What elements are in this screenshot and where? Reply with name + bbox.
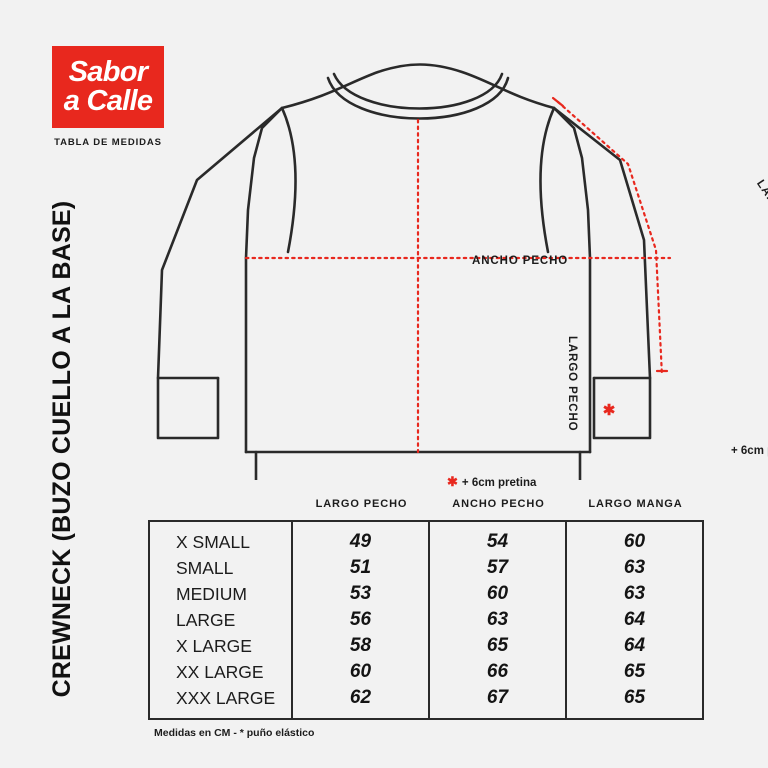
note-waistband-text: + 6cm pretina: [461, 477, 537, 489]
table-row: XX LARGE: [176, 662, 264, 682]
cuff-asterisk-icon: ✱: [603, 402, 616, 419]
table-cell: 62: [349, 687, 372, 708]
sleeve-length-line: [556, 100, 664, 378]
sleeve-line-start-tick: [551, 96, 565, 108]
table-row: X SMALL: [176, 532, 250, 552]
table-footnote: Medidas en CM - * puño elástico: [154, 727, 315, 739]
left-armhole: [280, 106, 297, 254]
right-cuff: [592, 376, 652, 440]
table-header-row: LARGO PECHO ANCHO PECHO LARGO MANGA: [148, 498, 704, 520]
table-header-largo-manga: LARGO MANGA: [588, 498, 683, 510]
table-header-ancho-pecho: ANCHO PECHO: [452, 498, 545, 510]
table-cell: 56: [349, 609, 372, 630]
garment-illustration: ✱: [156, 63, 672, 480]
left-sleeve-outline: [156, 106, 284, 380]
table-cell: 60: [623, 531, 646, 552]
left-shoulder-seam: [244, 106, 284, 260]
note-waistband: ✱ + 6cm pretina: [447, 474, 536, 490]
table-cell: 65: [623, 661, 646, 682]
table-cell: 49: [349, 531, 372, 552]
table-column-largo-pecho: 49 51 53 56 58 60 62: [293, 522, 430, 718]
right-shoulder-seam: [552, 106, 592, 260]
table-cell: 63: [623, 583, 646, 604]
collar-outer-arc: [326, 76, 510, 120]
table-cell: 51: [349, 557, 372, 578]
table-cell: 58: [349, 635, 372, 656]
table-cell: 63: [486, 609, 509, 630]
table-cell: 65: [623, 687, 646, 708]
label-body-length: LARGO PECHO: [566, 336, 578, 432]
waistband-box: [254, 450, 582, 480]
measurement-table: LARGO PECHO ANCHO PECHO LARGO MANGA X SM…: [148, 498, 704, 739]
label-chest-width: ANCHO PECHO: [472, 255, 569, 267]
table-column-ancho-pecho: 54 57 60 63 65 66 67: [430, 522, 567, 718]
brand-wordmark-line-1: Sabor: [68, 55, 148, 88]
table-row: XXX LARGE: [176, 688, 276, 708]
table-cell: 54: [486, 531, 509, 552]
table-row: SMALL: [176, 558, 234, 578]
table-cell: 60: [486, 583, 509, 604]
table-row: LARGE: [176, 610, 236, 630]
brand-subtitle: TABLA DE MEDIDAS: [54, 137, 162, 148]
table-column-largo-manga: 60 63 63 64 64 65 65: [567, 522, 702, 718]
table-cell: 64: [623, 635, 646, 656]
table-cell: 67: [486, 687, 509, 708]
table-cell: 57: [486, 557, 509, 578]
table-cell: 63: [623, 557, 646, 578]
table-body: X SMALL SMALL MEDIUM LARGE X LARGE XX LA…: [148, 520, 704, 720]
table-cell: 53: [349, 583, 372, 604]
garment-diagram: ✱ ANCHO PECHO LARGO PECHO LARGO MANGA* ✱…: [150, 40, 768, 489]
table-cell: 66: [486, 661, 509, 682]
table-cell: 64: [623, 609, 646, 630]
right-sleeve-outline: [552, 106, 652, 380]
table-cell: 60: [349, 661, 372, 682]
label-sleeve-length: LARGO MANGA*: [754, 178, 768, 270]
table-cell: 65: [486, 635, 509, 656]
brand-block: Sabor a Calle TABLA DE MEDIDAS: [52, 46, 164, 148]
shoulder-top-line: [280, 63, 556, 110]
brand-wordmark-line-2: a Calle: [63, 84, 153, 117]
note-cuff: + 6cm puño: [731, 445, 768, 457]
table-column-sizes: X SMALL SMALL MEDIUM LARGE X LARGE XX LA…: [150, 522, 293, 718]
table-row: MEDIUM: [176, 584, 247, 604]
right-armhole: [539, 106, 556, 254]
waistband-asterisk-icon: ✱: [447, 474, 458, 489]
brand-logo: Sabor a Calle: [52, 46, 164, 128]
table-row: X LARGE: [176, 636, 252, 656]
page-title: CREWNECK (BUZO CUELLO A LA BASE): [48, 200, 76, 698]
collar-inner-arc: [332, 72, 504, 110]
brand-wordmark: Sabor a Calle: [52, 46, 164, 128]
table-header-largo-pecho: LARGO PECHO: [315, 498, 408, 510]
left-cuff: [156, 376, 220, 440]
